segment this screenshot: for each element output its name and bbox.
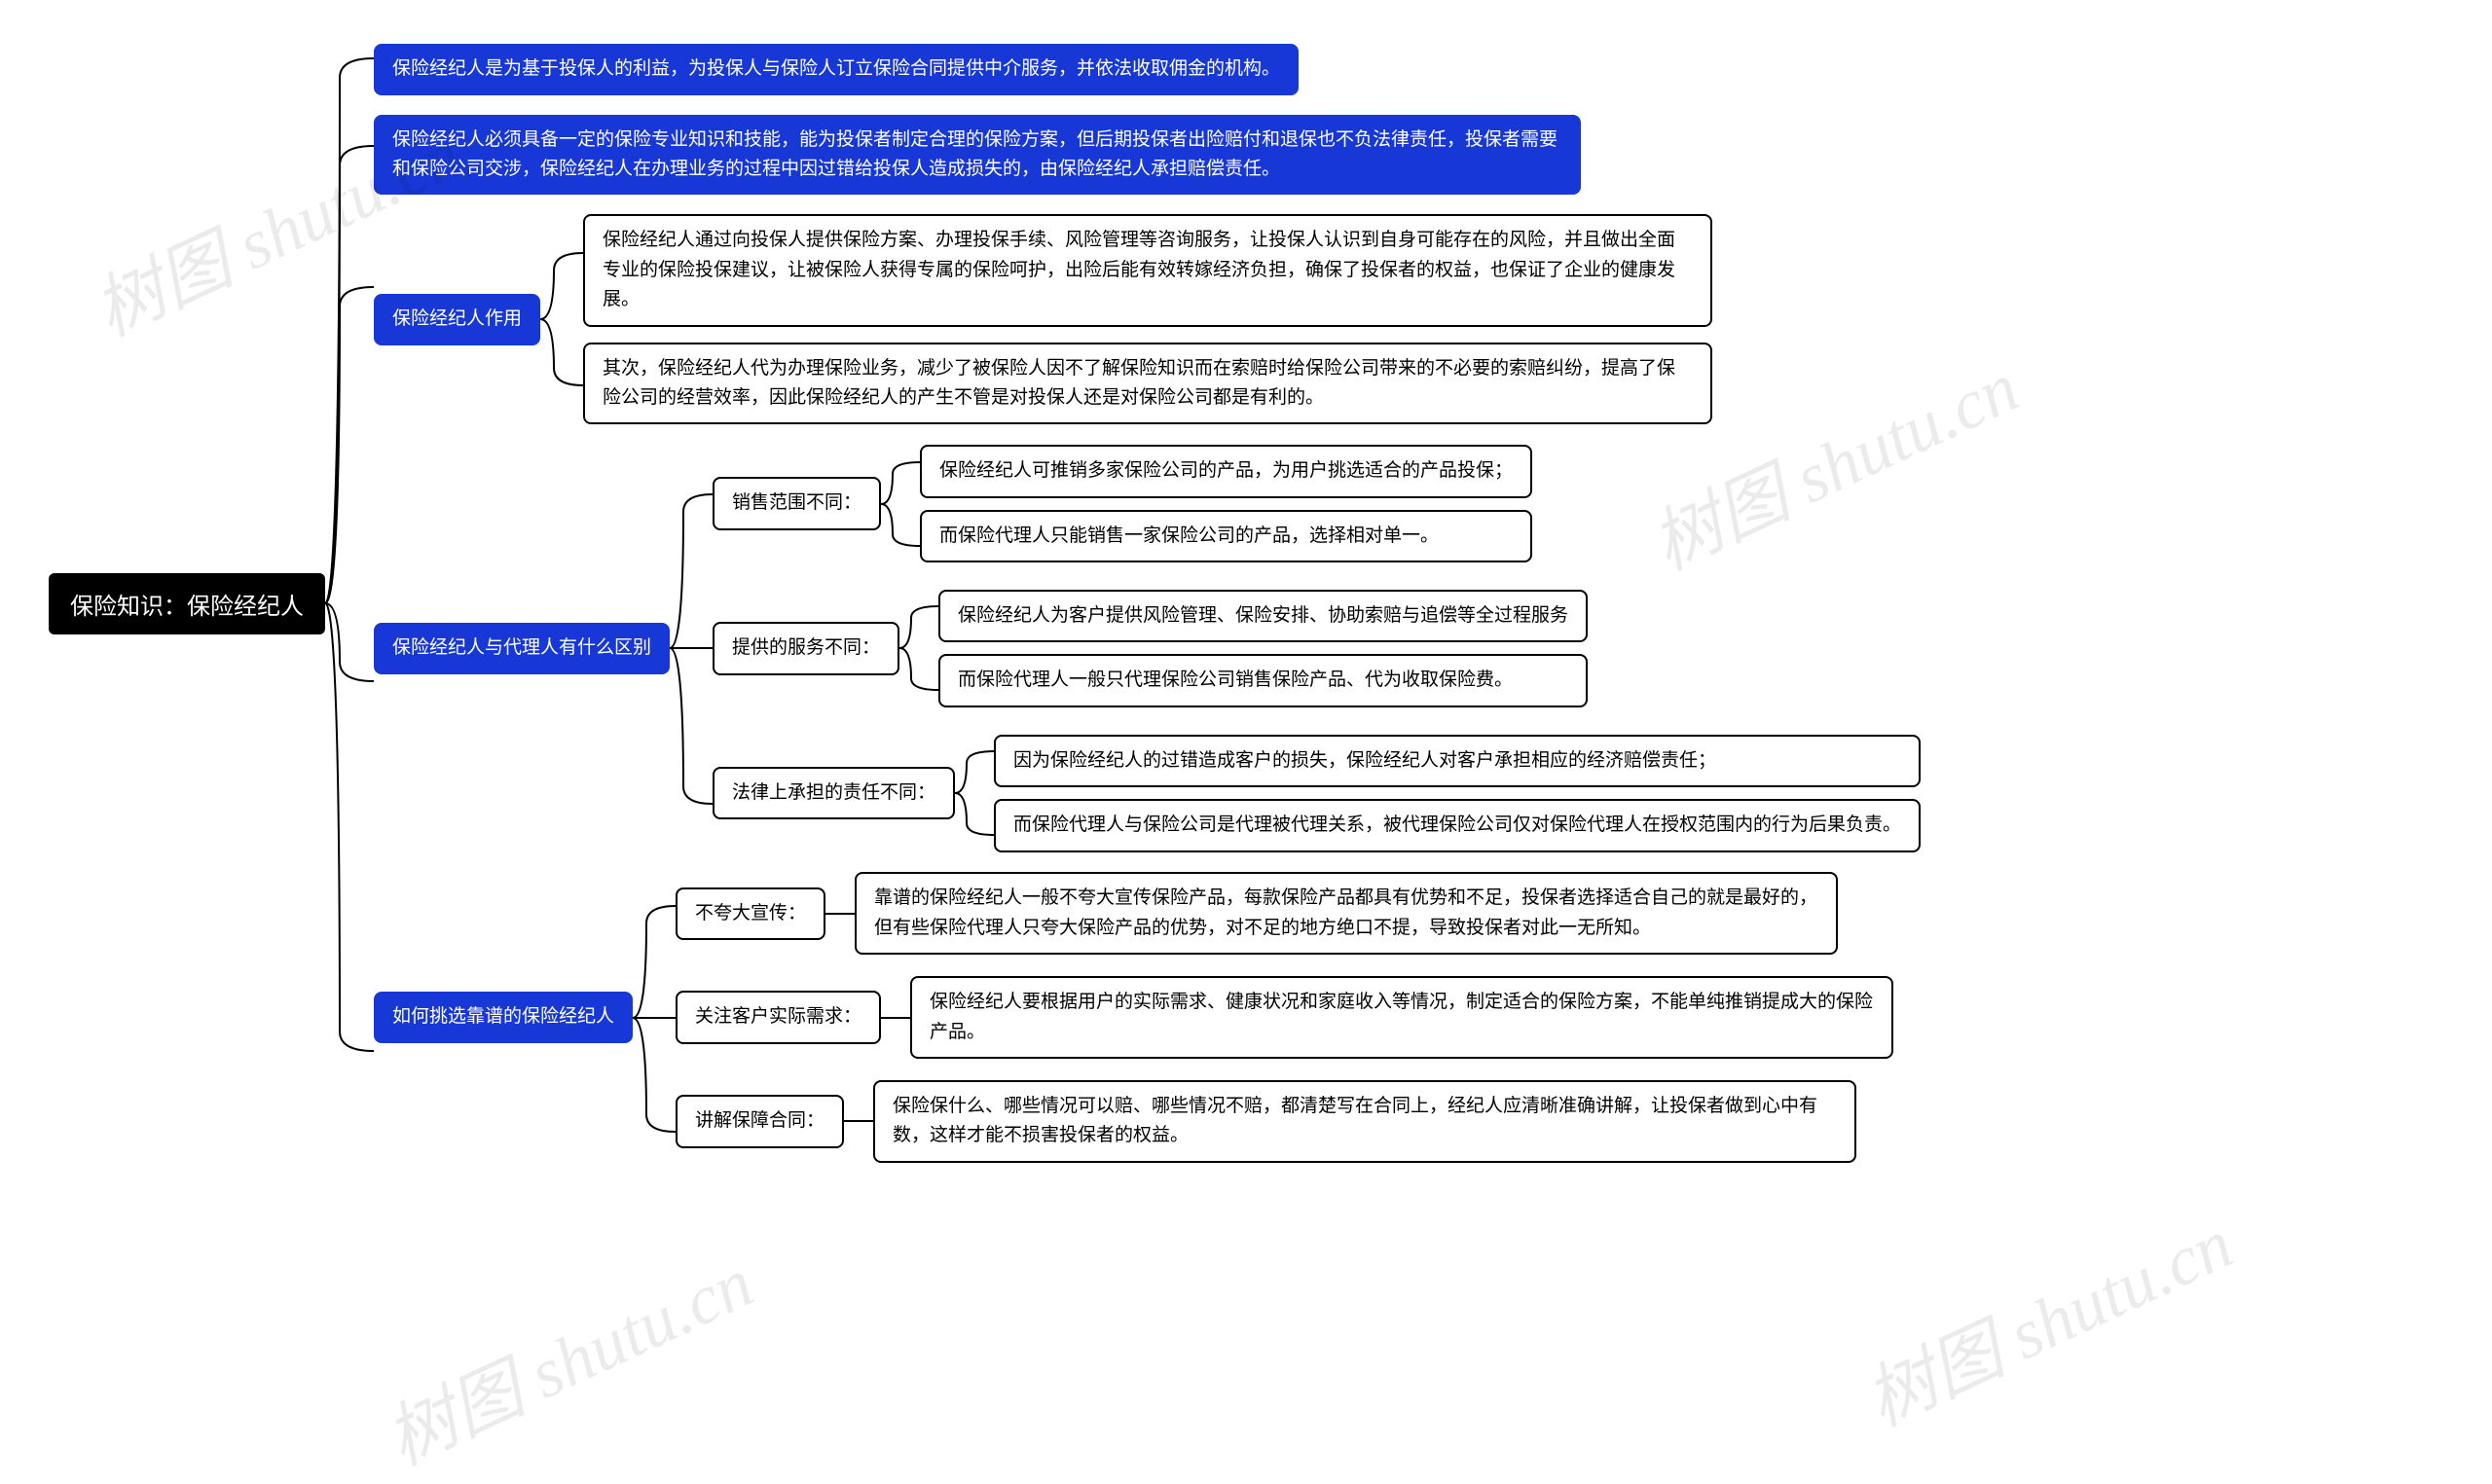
connector [633,877,676,1159]
select-no-exag-text[interactable]: 靠谱的保险经纪人一般不夸大宣传保险产品，每款保险产品都具有优势和不足，投保者选择… [855,872,1838,955]
diff-liability-c2[interactable]: 而保险代理人与保险公司是代理被代理关系，被代理保险公司仅对保险代理人在授权范围内… [994,799,1921,851]
diff-service: 提供的服务不同： 保险经纪人为客户提供风险管理、保险安排、协助索赔与追偿等全过程… [713,590,1921,707]
select-no-exag-label[interactable]: 不夸大宣传： [676,887,825,940]
diff-service-label[interactable]: 提供的服务不同： [713,622,899,674]
connector [899,595,938,702]
connector [540,232,583,407]
diff-scope-label[interactable]: 销售范围不同： [713,477,881,529]
branch-select: 如何挑选靠谱的保险经纪人 不夸大宣传： 靠谱的保险经纪人一般不夸大宣传保险产品，… [374,872,1921,1162]
mindmap-container: 保险知识：保险经纪人 保险经纪人是为基于投保人的利益，为投保人与保险人订立保险合… [49,39,2443,1168]
level1-node-definition[interactable]: 保险经纪人是为基于投保人的利益，为投保人与保险人订立保险合同提供中介服务，并依法… [374,44,1299,94]
select-needs-label[interactable]: 关注客户实际需求： [676,991,881,1043]
diff-scope: 销售范围不同： 保险经纪人可推销多家保险公司的产品，为用户挑选适合的产品投保； … [713,445,1921,562]
connector [325,39,374,1168]
diff-liability-label[interactable]: 法律上承担的责任不同： [713,767,955,819]
watermark: 树图 shutu.cn [1847,1187,2247,1446]
diff-liability: 法律上承担的责任不同： 因为保险经纪人的过错造成客户的损失，保险经纪人对客户承担… [713,735,1921,852]
level1-node-qualification[interactable]: 保险经纪人必须具备一定的保险专业知识和技能，能为投保者制定合理的保险方案，但后期… [374,115,1581,196]
diff-liability-c1[interactable]: 因为保险经纪人的过错造成客户的损失，保险经纪人对客户承担相应的经济赔偿责任； [994,735,1921,787]
connector [881,451,920,558]
branch-definition-2: 保险经纪人必须具备一定的保险专业知识和技能，能为投保者制定合理的保险方案，但后期… [374,115,1921,196]
level1-node-select[interactable]: 如何挑选靠谱的保险经纪人 [374,992,633,1042]
level1-node-difference[interactable]: 保险经纪人与代理人有什么区别 [374,623,670,673]
connector [881,1017,910,1019]
connector [825,913,855,915]
select-needs-text[interactable]: 保险经纪人要根据用户的实际需求、健康状况和家庭收入等情况，制定适合的保险方案，不… [910,976,1893,1059]
branch-difference: 保险经纪人与代理人有什么区别 销售范围不同： 保险经纪人可推销多家保险公司的产品… [374,444,1921,852]
diff-service-c1[interactable]: 保险经纪人为客户提供风险管理、保险安排、协助索赔与追偿等全过程服务 [938,590,1588,642]
branch-role: 保险经纪人作用 保险经纪人通过向投保人提供保险方案、办理投保手续、风险管理等咨询… [374,214,1921,424]
connector [844,1120,873,1122]
select-needs: 关注客户实际需求： 保险经纪人要根据用户的实际需求、健康状况和家庭收入等情况，制… [676,976,1893,1059]
diff-scope-c2[interactable]: 而保险代理人只能销售一家保险公司的产品，选择相对单一。 [920,510,1532,562]
diff-scope-c1[interactable]: 保险经纪人可推销多家保险公司的产品，为用户挑选适合的产品投保； [920,445,1532,497]
role-child-2[interactable]: 其次，保险经纪人代为办理保险业务，减少了被保险人因不了解保险知识而在索赔时给保险… [583,343,1712,425]
level1-node-role[interactable]: 保险经纪人作用 [374,294,540,344]
diff-service-c2[interactable]: 而保险代理人一般只代理保险公司销售保险产品、代为收取保险费。 [938,654,1588,706]
connector [955,740,994,847]
watermark: 树图 shutu.cn [367,1226,767,1484]
root-node[interactable]: 保险知识：保险经纪人 [49,573,325,634]
role-child-1[interactable]: 保险经纪人通过向投保人提供保险方案、办理投保手续、风险管理等咨询服务，让投保人认… [583,214,1712,326]
select-no-exag: 不夸大宣传： 靠谱的保险经纪人一般不夸大宣传保险产品，每款保险产品都具有优势和不… [676,872,1893,955]
branch-definition-1: 保险经纪人是为基于投保人的利益，为投保人与保险人订立保险合同提供中介服务，并依法… [374,44,1921,94]
select-contract-label[interactable]: 讲解保障合同： [676,1095,844,1147]
select-contract-text[interactable]: 保险保什么、哪些情况可以赔、哪些情况不赔，都清楚写在合同上，经纪人应清晰准确讲解… [873,1080,1856,1163]
select-contract: 讲解保障合同： 保险保什么、哪些情况可以赔、哪些情况不赔，都清楚写在合同上，经纪… [676,1080,1893,1163]
connector [670,444,713,852]
